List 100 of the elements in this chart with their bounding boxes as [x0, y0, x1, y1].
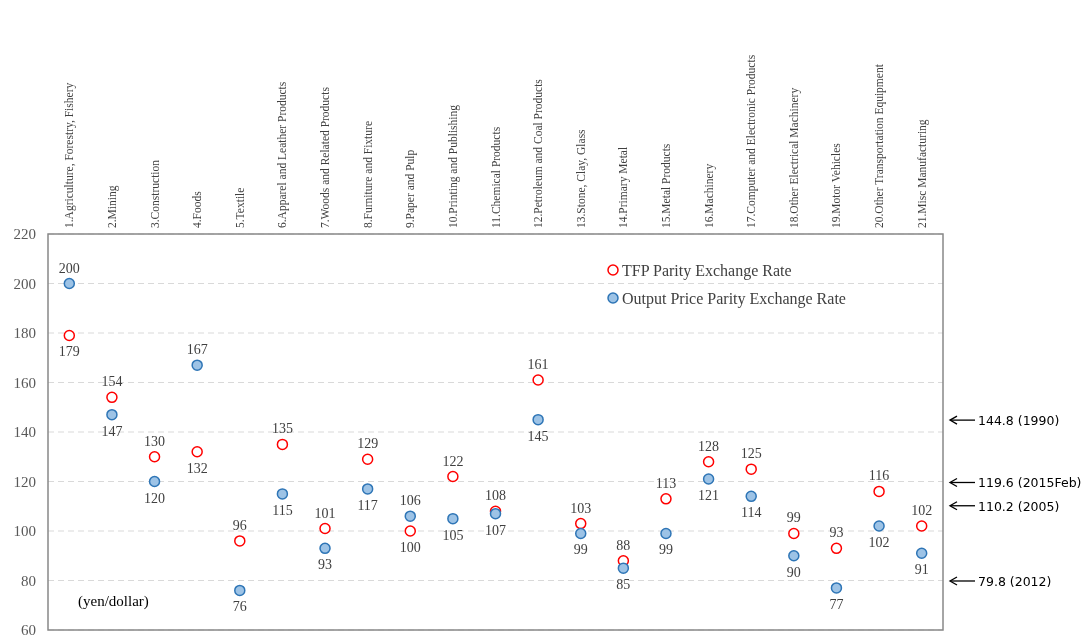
point: [63, 329, 76, 342]
point: [234, 584, 246, 597]
point: [63, 277, 76, 290]
data-label: 77: [829, 596, 844, 612]
y-axis-title: (yen/dollar): [78, 593, 149, 610]
data-label: 117: [357, 497, 378, 513]
point: [915, 520, 928, 532]
point: [745, 490, 757, 503]
y-tick-label: 120: [13, 473, 36, 490]
point: [276, 438, 289, 451]
y-tick-label: 80: [21, 572, 36, 589]
point: [404, 525, 417, 537]
data-label: 154: [101, 374, 123, 390]
point: [532, 413, 544, 426]
data-label: 99: [573, 542, 588, 558]
data-label: 145: [527, 428, 549, 444]
x-tick-label: 12.Petroleum and Coal Products: [532, 78, 545, 228]
data-label: 102: [911, 503, 933, 519]
x-tick-label: 4.Foods: [191, 190, 204, 228]
data-label: 100: [399, 540, 421, 555]
point: [319, 522, 331, 535]
legend-label: TFP Parity Exchange Rate: [622, 262, 792, 280]
point: [660, 527, 672, 540]
x-tick-label: 19.Motor Vehicles: [830, 142, 843, 228]
point: [447, 470, 459, 483]
x-tick-label: 16.Machinery: [702, 163, 716, 228]
data-label: 90: [786, 564, 801, 580]
point: [234, 535, 246, 547]
y-tick-label: 140: [13, 424, 36, 440]
data-label: 167: [186, 342, 208, 358]
data-label: 121: [698, 488, 720, 504]
data-label: 147: [101, 423, 123, 439]
x-tick-label: 21.Misc Manufacturing: [915, 119, 929, 228]
data-label: 120: [144, 490, 166, 506]
point: [361, 483, 374, 495]
point: [276, 488, 289, 500]
point: [702, 473, 715, 485]
point: [148, 451, 161, 463]
point: [830, 582, 843, 594]
point: [788, 527, 800, 540]
x-tick-label: 8.Furniture and Fixture: [361, 121, 374, 228]
y-tick-label: 100: [13, 523, 36, 539]
point: [532, 374, 544, 386]
point: [574, 517, 587, 530]
legend-label: Output Price Parity Exchange Rate: [622, 290, 846, 308]
data-label: 128: [698, 438, 720, 454]
data-label: 85: [616, 577, 631, 593]
x-tick-label: 6.Apparel and Leather Products: [276, 81, 290, 228]
data-label: 103: [570, 500, 592, 516]
data-label: 113: [655, 475, 677, 491]
data-label: 114: [740, 505, 762, 521]
data-label: 116: [868, 468, 890, 484]
data-label: 179: [58, 344, 80, 360]
data-label: 91: [914, 562, 929, 578]
y-tick-label: 180: [13, 325, 36, 341]
data-label: 108: [485, 488, 506, 504]
data-label: 132: [186, 460, 208, 476]
x-tick-label: 5.Textile: [233, 187, 246, 228]
x-tick-label: 13.Stone, Clay, Glass: [574, 128, 588, 228]
point: [830, 542, 843, 555]
point: [574, 527, 587, 540]
point: [148, 475, 161, 488]
y-tick-label: 200: [13, 275, 36, 292]
data-label: 135: [271, 421, 293, 437]
data-label: 93: [318, 557, 333, 573]
point: [447, 512, 459, 525]
point: [319, 542, 331, 555]
data-label: 99: [658, 542, 673, 558]
x-tick-label: 7.Woods and Related Products: [319, 86, 332, 228]
point: [191, 446, 203, 458]
point: [404, 510, 417, 522]
data-label: 76: [232, 599, 247, 615]
data-label: 102: [868, 535, 890, 551]
point: [106, 408, 118, 421]
point: [745, 463, 757, 475]
y-tick-label: 220: [13, 226, 36, 242]
data-label: 96: [232, 517, 247, 533]
point: [191, 359, 203, 371]
data-label: 88: [616, 537, 631, 553]
x-tick-label: 14.Primary Metal: [617, 146, 631, 228]
point: [106, 391, 118, 404]
ref-line-label: 144.8 (1990): [978, 413, 1060, 429]
point: [915, 547, 928, 560]
point: [660, 493, 672, 505]
ref-line-label: 119.6 (2015Feb): [978, 475, 1082, 491]
data-label: 106: [399, 493, 421, 509]
data-label: 99: [786, 510, 801, 526]
x-tick-label: 20.Other Transportation Equipment: [873, 63, 887, 228]
x-tick-label: 17.Computer and Electronic Products: [745, 54, 759, 228]
data-label: 107: [485, 522, 506, 538]
y-tick-label: 60: [21, 622, 36, 638]
x-tick-label: 2.Mining: [105, 185, 119, 228]
point: [361, 453, 374, 465]
data-label: 93: [829, 525, 844, 541]
ref-line-label: 110.2 (2005): [978, 498, 1060, 514]
y-tick-label: 160: [13, 374, 36, 391]
point: [873, 485, 885, 498]
data-label: 115: [272, 502, 293, 518]
ref-line-label: 79.8 (2012): [978, 573, 1052, 589]
data-label: 130: [144, 433, 166, 449]
